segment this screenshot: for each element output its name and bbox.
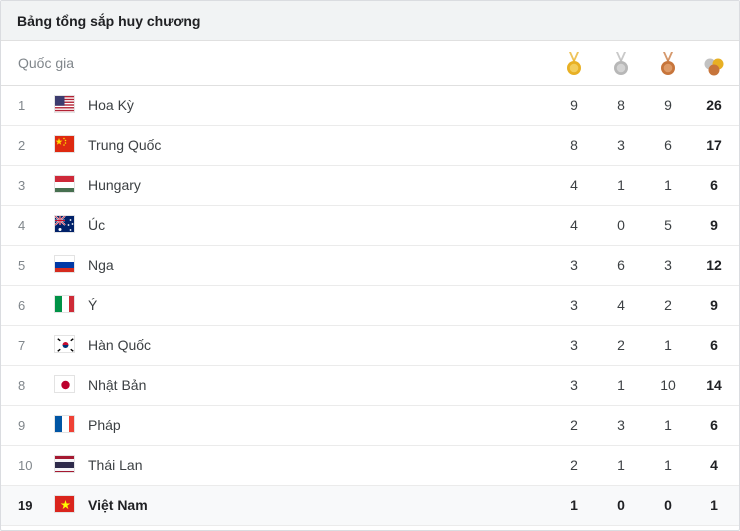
table-row[interactable]: 8 Nhật Bản 3 1 10 14 [1,366,739,406]
silver-count: 1 [617,457,625,473]
country-name[interactable]: Việt Nam [88,497,148,513]
silver-count: 4 [617,297,625,313]
silver-count: 3 [617,417,625,433]
total-count: 26 [706,97,722,113]
gold-count: 4 [570,177,578,193]
silver-count: 8 [617,97,625,113]
bronze-count: 1 [664,337,672,353]
rank-cell: 4 [18,218,26,233]
country-name[interactable]: Pháp [88,417,121,433]
gold-count: 2 [570,417,578,433]
total-count: 12 [706,257,722,273]
country-name[interactable]: Nga [88,257,114,273]
table-row[interactable]: 1 Hoa Kỳ 9 8 9 26 [1,86,739,126]
bronze-count: 2 [664,297,672,313]
country-name[interactable]: Nhật Bản [88,377,147,393]
country-name[interactable]: Trung Quốc [88,137,162,153]
table-header: Quốc gia [1,42,739,86]
gold-medal-icon [567,52,581,75]
total-count: 6 [710,337,718,353]
rank-cell: 10 [18,458,33,473]
flag-vietnam-icon [54,495,75,513]
bronze-count: 6 [664,137,672,153]
country-column-header: Quốc gia [18,55,75,71]
rank-cell: 3 [18,178,26,193]
country-name[interactable]: Hungary [88,177,141,193]
country-name[interactable]: Thái Lan [88,457,143,473]
flag-south-korea-icon [54,335,75,353]
total-count: 14 [706,377,722,393]
total-count: 6 [710,417,718,433]
gold-count: 2 [570,457,578,473]
silver-medal-icon [614,52,628,75]
medal-table: Quốc gia [1,42,739,526]
silver-count: 3 [617,137,625,153]
flag-hungary-icon [54,175,75,193]
flag-france-icon [54,415,75,433]
gold-count: 8 [570,137,578,153]
bronze-count: 10 [660,377,676,393]
gold-count: 1 [570,497,578,513]
silver-count: 0 [617,217,625,233]
rank-cell: 2 [18,138,26,153]
gold-count: 3 [570,337,578,353]
flag-russia-icon [54,255,75,273]
table-row[interactable]: 19 Việt Nam 1 0 0 1 [1,486,739,526]
total-count: 4 [710,457,718,473]
bronze-count: 3 [664,257,672,273]
rank-cell: 9 [18,418,26,433]
table-row[interactable]: 7 Hàn Quốc 3 2 1 6 [1,326,739,366]
flag-italy-icon [54,295,75,313]
rank-cell: 6 [18,298,26,313]
table-row[interactable]: 5 Nga 3 6 3 12 [1,246,739,286]
total-count: 1 [710,497,718,513]
table-row[interactable]: 2 Trung Quốc 8 3 6 17 [1,126,739,166]
bronze-count: 1 [664,457,672,473]
gold-count: 4 [570,217,578,233]
total-medals-icon [704,58,724,76]
rank-cell: 19 [18,498,33,513]
country-name[interactable]: Hàn Quốc [88,337,152,353]
bronze-count: 5 [664,217,672,233]
flag-thailand-icon [54,455,75,473]
gold-count: 3 [570,377,578,393]
total-count: 9 [710,217,718,233]
table-row[interactable]: 9 Pháp 2 3 1 6 [1,406,739,446]
total-count: 9 [710,297,718,313]
table-row[interactable]: 10 Thái Lan 2 1 1 4 [1,446,739,486]
silver-count: 1 [617,377,625,393]
silver-count: 1 [617,177,625,193]
bronze-count: 1 [664,417,672,433]
gold-count: 3 [570,257,578,273]
silver-count: 0 [617,497,625,513]
total-count: 6 [710,177,718,193]
page-title: Bảng tổng sắp huy chương [17,12,201,29]
flag-australia-icon [54,215,75,233]
country-name[interactable]: Hoa Kỳ [88,97,134,113]
silver-count: 6 [617,257,625,273]
rank-cell: 1 [18,98,26,113]
title-bar: Bảng tổng sắp huy chương [1,1,739,41]
gold-count: 3 [570,297,578,313]
table-row[interactable]: 3 Hungary 4 1 1 6 [1,166,739,206]
bronze-medal-icon [661,52,675,75]
bronze-count: 9 [664,97,672,113]
table-row[interactable]: 4 Úc 4 0 5 9 [1,206,739,246]
rank-cell: 8 [18,378,26,393]
bronze-count: 1 [664,177,672,193]
flag-china-icon [54,135,75,153]
rank-cell: 7 [18,338,26,353]
table-body: 1 Hoa Kỳ 9 8 9 26 2 Trung Quốc 8 3 6 17 3 Hungary 4 1 1 6… [1,86,739,526]
total-count: 17 [706,137,722,153]
silver-count: 2 [617,337,625,353]
bronze-count: 0 [664,497,672,513]
country-name[interactable]: Úc [88,217,106,233]
country-name[interactable]: Ý [88,297,98,313]
gold-count: 9 [570,97,578,113]
flag-usa-icon [54,95,75,113]
rank-cell: 5 [18,258,26,273]
table-row[interactable]: 6 Ý 3 4 2 9 [1,286,739,326]
flag-japan-icon [54,375,75,393]
